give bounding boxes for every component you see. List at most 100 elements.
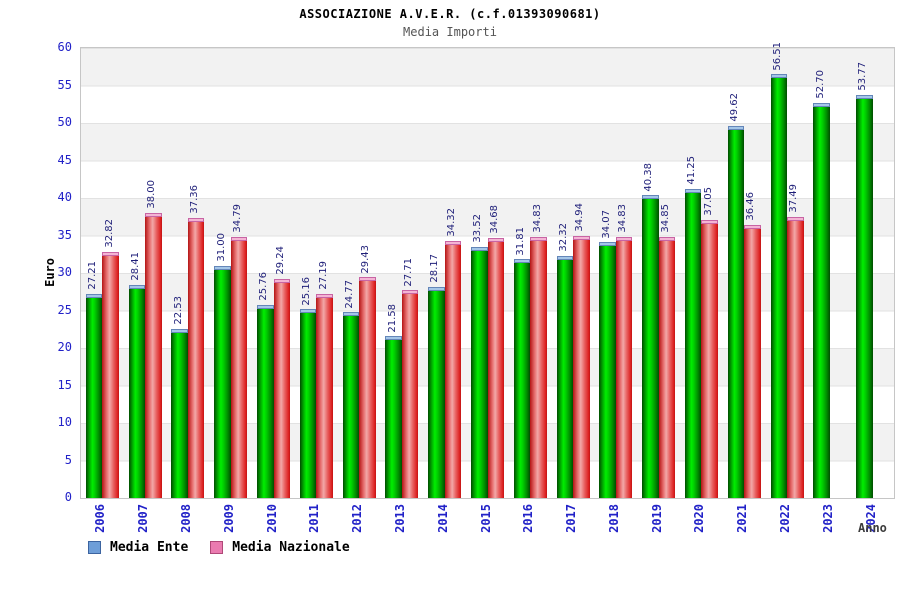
bar-green xyxy=(642,195,659,498)
y-tick-label: 60 xyxy=(57,40,72,54)
value-label: 37.49 xyxy=(788,184,800,213)
bar-red xyxy=(615,236,633,498)
bar-red xyxy=(658,236,676,498)
bar-red xyxy=(744,224,761,498)
y-tick-label: 40 xyxy=(57,190,72,204)
x-tick-label-2022: 2022 xyxy=(778,504,793,533)
x-tick-label-2015: 2015 xyxy=(478,504,493,533)
value-label: 49.62 xyxy=(728,93,740,122)
x-tick-label-2017: 2017 xyxy=(564,504,579,533)
value-label: 32.82 xyxy=(103,219,115,248)
bar-green xyxy=(385,336,402,498)
bar-green xyxy=(556,255,574,498)
legend-item-media-ente: Media Ente xyxy=(88,540,188,555)
value-label: 27.21 xyxy=(87,261,99,290)
bar-red xyxy=(401,290,419,498)
y-tick-label: 35 xyxy=(57,227,72,242)
bar-green xyxy=(727,125,745,498)
value-label: 40.38 xyxy=(643,162,655,192)
value-label: 34.83 xyxy=(617,204,629,233)
bar-red xyxy=(359,277,376,498)
media-nazionale-swatch-icon xyxy=(210,541,224,554)
x-tick-label-2013: 2013 xyxy=(392,504,407,533)
value-label: 31.81 xyxy=(515,226,527,256)
bar-green xyxy=(770,74,788,498)
value-label: 32.32 xyxy=(557,222,569,252)
x-tick-label-2012: 2012 xyxy=(350,504,365,533)
x-tick-label-2018: 2018 xyxy=(606,504,621,533)
value-label: 52.70 xyxy=(814,70,826,99)
bar-red xyxy=(230,237,248,498)
bar-red xyxy=(787,216,804,498)
value-label: 34.94 xyxy=(574,203,586,232)
x-tick-label-2014: 2014 xyxy=(435,504,450,533)
value-label: 53.77 xyxy=(857,62,869,91)
bar-green xyxy=(342,312,360,498)
bar-green xyxy=(428,286,445,498)
y-tick-label: 0 xyxy=(64,490,72,504)
value-label: 24.77 xyxy=(343,279,355,309)
y-axis: 0 5 10 15 20 25 30 35 40 45 50 55 60 xyxy=(0,40,72,504)
bar-red xyxy=(573,235,590,498)
value-label: 22.53 xyxy=(172,296,184,326)
bar-green xyxy=(856,94,873,498)
bar-green xyxy=(599,242,616,498)
bar-red xyxy=(273,278,291,498)
bar-red xyxy=(701,220,718,498)
y-tick-label: 30 xyxy=(57,265,72,279)
x-axis-title: Anno xyxy=(858,521,887,535)
x-tick-label-2016: 2016 xyxy=(521,504,536,533)
media-ente-swatch-icon xyxy=(88,541,101,554)
y-tick-label: 45 xyxy=(57,152,72,167)
legend-label-media-nazionale: Media Nazionale xyxy=(232,540,350,555)
value-label: 29.24 xyxy=(274,246,286,275)
x-tick-label-2007: 2007 xyxy=(136,504,151,533)
value-label: 37.36 xyxy=(189,185,201,214)
value-label: 34.85 xyxy=(659,203,671,233)
legend: Media Ente Media Nazionale xyxy=(88,540,372,555)
bar-green xyxy=(171,329,188,498)
value-label: 41.25 xyxy=(686,155,698,185)
legend-label-media-ente: Media Ente xyxy=(110,540,189,555)
y-tick-label: 25 xyxy=(57,302,72,317)
y-tick-label: 10 xyxy=(57,415,72,429)
bar-green xyxy=(813,102,830,498)
x-tick-label-2023: 2023 xyxy=(820,504,835,533)
bar-red xyxy=(187,217,205,498)
bar-red xyxy=(102,251,119,498)
value-label: 28.17 xyxy=(429,254,441,283)
bar-red xyxy=(145,213,162,498)
y-tick-label: 50 xyxy=(57,115,72,129)
bar-green xyxy=(299,309,317,498)
x-tick-label-2011: 2011 xyxy=(307,504,322,533)
value-label: 34.07 xyxy=(600,209,612,239)
legend-item-media-nazionale: Media Nazionale xyxy=(210,540,350,555)
value-label: 34.83 xyxy=(531,204,543,233)
bar-green xyxy=(85,293,103,498)
y-tick-label: 15 xyxy=(57,377,72,392)
bar-red xyxy=(530,236,547,498)
bar-green xyxy=(471,246,488,498)
value-label: 31.00 xyxy=(215,232,227,262)
y-tick-label: 20 xyxy=(57,340,72,354)
x-tick-label-2006: 2006 xyxy=(93,504,108,533)
bar-green xyxy=(513,259,531,498)
value-label: 21.58 xyxy=(386,303,398,333)
bar-red xyxy=(487,237,504,498)
chart-subtitle: Media Importi xyxy=(403,25,497,39)
value-label: 25.76 xyxy=(258,272,270,301)
value-label: 34.79 xyxy=(232,204,243,234)
value-label: 36.46 xyxy=(745,191,757,221)
bar-green xyxy=(128,284,146,498)
value-label: 27.71 xyxy=(403,257,415,287)
value-label: 25.16 xyxy=(301,276,313,306)
bar-green xyxy=(684,188,702,498)
bar-red xyxy=(444,240,462,498)
value-label: 29.43 xyxy=(360,244,372,274)
chart-title: ASSOCIAZIONE A.V.E.R. (c.f.01393090681) xyxy=(299,7,601,21)
value-label: 28.41 xyxy=(129,252,141,281)
x-tick-label-2019: 2019 xyxy=(649,504,664,533)
x-tick-label-2008: 2008 xyxy=(178,504,193,533)
value-label: 56.51 xyxy=(771,41,783,71)
bar-green xyxy=(257,304,274,498)
